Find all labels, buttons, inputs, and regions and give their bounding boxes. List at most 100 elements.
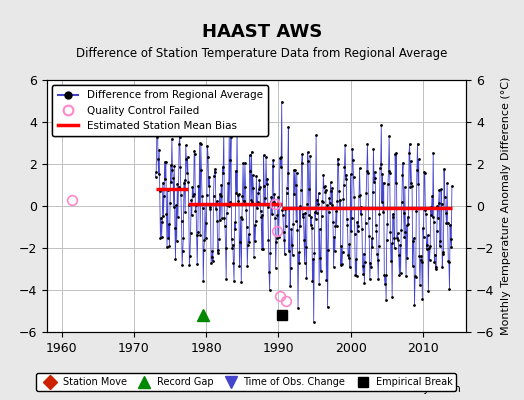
Point xyxy=(316,254,324,261)
Point xyxy=(180,177,189,183)
Point xyxy=(280,251,289,258)
Point xyxy=(423,232,432,238)
Point xyxy=(227,134,235,140)
Point xyxy=(446,236,455,243)
Point xyxy=(195,201,203,207)
Point xyxy=(183,170,191,176)
Point xyxy=(379,180,388,186)
Point xyxy=(344,255,353,261)
Point xyxy=(418,259,426,265)
Point xyxy=(318,197,326,204)
Point xyxy=(224,202,233,209)
Point xyxy=(206,206,214,212)
Point xyxy=(288,252,297,258)
Point xyxy=(401,229,410,235)
Point xyxy=(242,206,250,213)
Point xyxy=(415,252,423,259)
Point xyxy=(354,227,362,234)
Point xyxy=(175,140,183,147)
Point xyxy=(380,272,388,278)
Point xyxy=(209,258,217,264)
Point xyxy=(200,236,209,243)
Point xyxy=(151,174,160,180)
Point xyxy=(243,262,252,269)
Point xyxy=(312,132,320,139)
Point xyxy=(389,211,397,217)
Point xyxy=(390,245,399,251)
Point xyxy=(183,154,192,160)
Point xyxy=(167,162,175,168)
Point xyxy=(240,198,248,204)
Point xyxy=(357,204,366,210)
Point xyxy=(442,210,450,216)
Legend: Difference from Regional Average, Quality Control Failed, Estimated Station Mean: Difference from Regional Average, Qualit… xyxy=(52,85,268,136)
Point xyxy=(392,150,400,156)
Point xyxy=(418,295,427,302)
Point xyxy=(338,260,346,267)
Point xyxy=(334,156,342,162)
Point xyxy=(368,244,376,251)
Point xyxy=(445,259,453,266)
Point xyxy=(321,189,330,195)
Point xyxy=(312,210,321,216)
Point xyxy=(406,184,414,190)
Point xyxy=(189,193,197,200)
Point xyxy=(153,106,161,112)
Point xyxy=(238,193,247,199)
Point xyxy=(430,259,439,265)
Point xyxy=(189,191,198,198)
Point xyxy=(342,172,351,178)
Point xyxy=(213,218,221,224)
Point xyxy=(232,190,241,196)
Point xyxy=(255,186,263,192)
Point xyxy=(308,224,316,231)
Point xyxy=(245,239,253,245)
Point xyxy=(291,182,300,188)
Point xyxy=(172,238,181,244)
Point xyxy=(247,148,256,155)
Point xyxy=(236,214,245,221)
Point xyxy=(288,242,296,248)
Point xyxy=(200,247,208,254)
Point xyxy=(277,164,285,170)
Y-axis label: Monthly Temperature Anomaly Difference (°C): Monthly Temperature Anomaly Difference (… xyxy=(501,77,511,335)
Point xyxy=(335,204,344,211)
Point xyxy=(221,222,229,229)
Point xyxy=(253,205,261,212)
Point xyxy=(248,172,257,178)
Point xyxy=(294,249,303,256)
Point xyxy=(361,259,369,265)
Point xyxy=(275,234,283,240)
Point xyxy=(278,98,286,105)
Point xyxy=(194,229,202,235)
Legend: Station Move, Record Gap, Time of Obs. Change, Empirical Break: Station Move, Record Gap, Time of Obs. C… xyxy=(36,373,456,391)
Point xyxy=(435,243,444,249)
Point xyxy=(244,231,253,238)
Point xyxy=(327,188,335,194)
Point xyxy=(282,222,290,229)
Point xyxy=(295,260,303,266)
Point xyxy=(251,238,259,244)
Point xyxy=(398,172,407,178)
Point xyxy=(287,265,295,271)
Point xyxy=(431,266,440,272)
Point xyxy=(433,228,441,234)
Point xyxy=(204,183,213,189)
Point xyxy=(290,167,298,173)
Point xyxy=(366,276,374,282)
Point xyxy=(226,199,234,205)
Point xyxy=(320,183,329,190)
Point xyxy=(270,199,278,205)
Point xyxy=(292,218,300,224)
Point xyxy=(264,204,272,210)
Point xyxy=(163,244,171,250)
Point xyxy=(165,243,173,249)
Point xyxy=(211,168,220,175)
Point xyxy=(290,191,299,197)
Point xyxy=(315,226,324,232)
Point xyxy=(387,240,396,246)
Point xyxy=(205,174,213,180)
Point xyxy=(224,180,232,186)
Point xyxy=(409,238,418,244)
Point xyxy=(234,198,243,204)
